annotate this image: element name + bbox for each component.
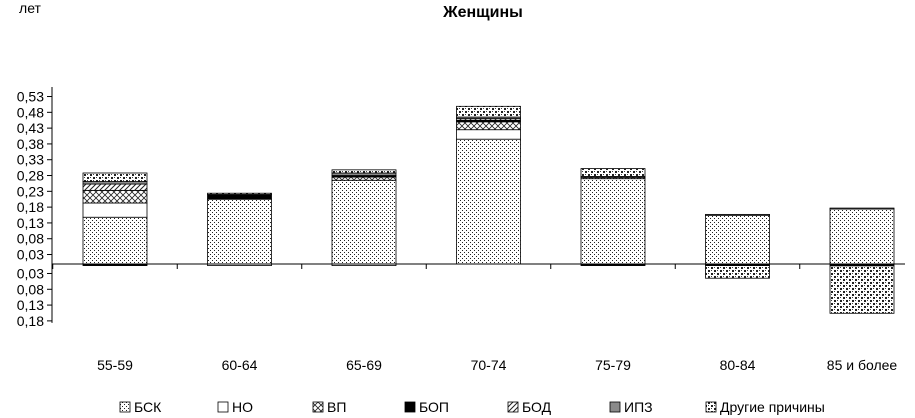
bar-segment	[82, 216, 148, 265]
y-axis-label: лет	[19, 0, 41, 16]
y-tick-label: 0,28	[17, 168, 44, 184]
bar-segment	[331, 176, 397, 181]
y-tick-label: 0,53	[17, 89, 44, 105]
bar-segment	[207, 192, 272, 195]
legend-label: БОП	[419, 399, 449, 415]
bar-segment	[829, 207, 895, 210]
x-tick-label: 65-69	[346, 357, 382, 373]
y-tick-label: 0,38	[17, 136, 44, 152]
y-tick-label: 0,48	[17, 104, 44, 120]
legend-label: НО	[232, 399, 253, 415]
y-tick-label: 0,18	[17, 199, 44, 215]
legend-item: БОП	[404, 399, 449, 415]
legend-swatch	[705, 401, 717, 413]
y-tick-label: 0,03	[17, 265, 44, 281]
bar-segment	[829, 265, 895, 314]
bar-segment	[456, 129, 521, 140]
legend-label: ИПЗ	[624, 399, 653, 415]
legend-swatch	[609, 401, 621, 413]
bar-segment	[82, 202, 148, 218]
y-tick-label: 0,23	[17, 183, 44, 199]
legend-item: Другие причины	[705, 399, 825, 415]
bar-segment	[82, 189, 148, 204]
x-tick-label: 70-74	[471, 357, 507, 373]
bars	[82, 105, 895, 314]
chart-title: Женщины	[442, 4, 523, 21]
bar-segment	[207, 194, 272, 200]
legend-swatch	[404, 401, 416, 413]
legend-item: БОД	[507, 399, 552, 415]
bar-segment	[207, 198, 272, 265]
bar-segment	[705, 214, 770, 265]
x-tick-label: 75-79	[595, 357, 631, 373]
bar-segment	[705, 265, 770, 279]
y-tick-label: 0,43	[17, 120, 44, 136]
y-tick-label: 0,13	[17, 215, 44, 231]
y-tick-label: 0,18	[17, 313, 44, 329]
bar-segment	[705, 213, 770, 216]
legend: БСК НО ВП БОП БОД ИПЗ Другие причины	[119, 399, 825, 415]
bar-segment	[331, 179, 397, 265]
y-tick-label: 0,13	[17, 297, 44, 313]
bar-segment	[580, 168, 646, 177]
bar-segment	[456, 138, 521, 265]
legend-label: БОД	[522, 399, 552, 415]
y-tick-label: 0,03	[17, 247, 44, 263]
y-tick-label: 0,08	[17, 281, 44, 297]
legend-label: ВП	[327, 399, 346, 415]
bar-segment	[456, 105, 521, 118]
legend-swatch	[119, 401, 131, 413]
x-tick-label: 85 и более	[827, 357, 898, 373]
legend-item: ИПЗ	[609, 399, 653, 415]
legend-swatch	[312, 401, 324, 413]
legend-label: БСК	[134, 399, 162, 415]
bar-segment	[829, 208, 895, 265]
legend-item: ВП	[312, 399, 346, 415]
x-axis: 55-59 60-64 65-69 70-74 75-79 80-84 85 и более	[52, 263, 905, 373]
x-tick-label: 60-64	[222, 357, 258, 373]
y-tick-label: 0,08	[17, 231, 44, 247]
bar-segment	[82, 172, 148, 182]
legend-swatch	[507, 401, 519, 413]
bar-segment	[331, 169, 397, 174]
legend-item: НО	[217, 399, 253, 415]
bar-segment	[82, 183, 148, 191]
y-tick-label: 0,33	[17, 152, 44, 168]
x-tick-label: 55-59	[97, 357, 133, 373]
bar-segment	[456, 121, 521, 131]
y-axis: 0,530,480,430,380,330,280,230,180,130,08…	[17, 87, 53, 329]
legend-swatch	[217, 401, 229, 413]
legend-label: Другие причины	[720, 399, 825, 415]
x-tick-label: 80-84	[720, 357, 756, 373]
legend-item: БСК	[119, 399, 162, 415]
bar-segment	[580, 178, 646, 265]
